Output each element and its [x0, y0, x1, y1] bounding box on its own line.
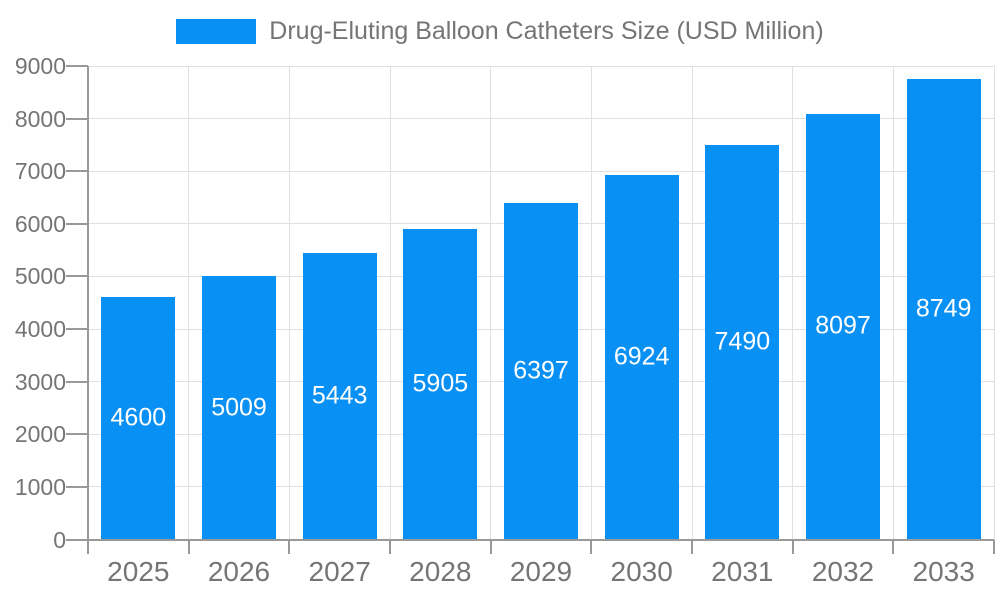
gridline-vertical: [691, 66, 693, 540]
gridline-horizontal: [88, 118, 994, 120]
bar-value-label: 6397: [513, 356, 569, 385]
bar-value-label: 6924: [613, 342, 670, 371]
gridline-vertical: [590, 66, 592, 540]
y-axis-tick-label: 4000: [14, 316, 66, 343]
y-axis-tick: [66, 328, 88, 331]
y-axis-tick: [66, 275, 88, 278]
chart-legend: Drug-Eluting Balloon Catheters Size (USD…: [0, 17, 1000, 46]
bar-value-label: 7490: [714, 327, 771, 356]
x-axis-tick-label: 2025: [107, 556, 170, 587]
bar-2029: 6397: [504, 202, 578, 540]
bar-2030: 6924: [604, 175, 679, 540]
y-axis-tick: [66, 65, 88, 67]
x-axis-tick: [993, 539, 995, 554]
bar-2033: 8749: [906, 79, 981, 540]
x-axis-tick: [288, 539, 291, 554]
y-axis-tick-label: 5000: [14, 263, 66, 290]
bar-2028: 5905: [403, 228, 478, 540]
y-axis-line: [87, 66, 89, 554]
gridline-vertical: [490, 66, 492, 540]
x-axis-tick-label: 2033: [912, 556, 975, 587]
x-axis-tick-label: 2032: [811, 556, 875, 587]
y-axis-tick-label: 7000: [14, 158, 66, 185]
x-axis-tick-label: 2028: [409, 556, 472, 587]
y-axis-tick-label: 3000: [14, 368, 66, 395]
x-axis-tick: [791, 539, 794, 554]
x-axis-tick-label: 2029: [509, 556, 573, 587]
gridline-horizontal: [88, 170, 994, 172]
y-axis-tick: [66, 433, 88, 436]
x-axis-tick-label: 2026: [207, 556, 271, 587]
legend-swatch-icon: [176, 19, 257, 44]
x-axis-tick-label: 2031: [711, 556, 774, 587]
x-axis-tick: [590, 539, 593, 554]
bar-2026: 5009: [202, 275, 276, 540]
bar-value-label: 8097: [815, 311, 871, 340]
bar-value-label: 8749: [915, 294, 972, 323]
gridline-vertical: [792, 66, 794, 540]
x-axis-tick: [892, 539, 895, 554]
gridline-vertical: [993, 66, 995, 540]
x-axis-tick: [389, 539, 391, 554]
chart-title: Drug-Eluting Balloon Catheters Size (USD…: [269, 17, 824, 45]
y-axis-tick: [66, 170, 88, 173]
gridline-vertical: [892, 66, 894, 540]
bar-value-label: 4600: [110, 403, 167, 432]
x-axis-tick: [691, 539, 693, 554]
y-axis-tick-label: 2000: [14, 421, 66, 448]
y-axis-tick-label: 8000: [14, 105, 66, 132]
y-axis-tick: [66, 222, 88, 225]
y-axis-tick-label: 6000: [14, 210, 66, 237]
bar-2027: 5443: [302, 253, 377, 540]
y-axis-tick: [66, 380, 88, 383]
x-axis-tick: [489, 539, 492, 554]
y-axis-tick: [66, 485, 88, 488]
bar-value-label: 5905: [412, 369, 469, 398]
x-axis-tick: [187, 539, 190, 554]
x-axis-tick-label: 2027: [308, 556, 371, 587]
gridline-vertical: [288, 66, 290, 540]
x-axis-tick-label: 2030: [610, 556, 673, 587]
y-axis-tick-label: 9000: [14, 53, 66, 79]
bar-2025: 4600: [101, 297, 176, 540]
x-axis-line: [66, 538, 994, 541]
gridline-vertical: [188, 66, 190, 540]
bar-2032: 8097: [806, 113, 880, 540]
gridline-vertical: [389, 66, 391, 540]
bar-value-label: 5009: [211, 393, 267, 422]
y-axis-tick: [66, 117, 88, 120]
bar-value-label: 5443: [311, 381, 368, 410]
bar-2031: 7490: [705, 145, 780, 540]
y-axis-tick-label: 1000: [14, 473, 66, 500]
y-axis-tick-label: 0: [53, 526, 66, 553]
gridline-horizontal: [88, 65, 994, 67]
